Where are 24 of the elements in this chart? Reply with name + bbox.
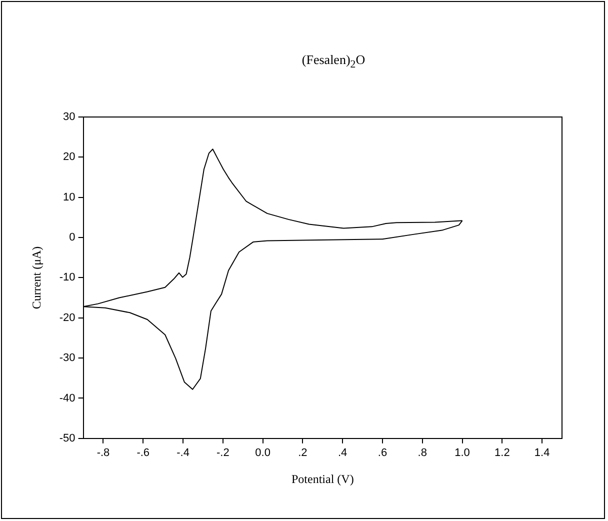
x-tick-label: -.8	[96, 447, 110, 460]
y-tick-label: -50	[59, 432, 76, 444]
y-tick-label: -10	[59, 272, 76, 284]
x-tick-label: .6	[378, 447, 388, 460]
x-tick-label: .4	[338, 447, 348, 460]
y-tick-label: -20	[59, 312, 76, 324]
y-tick-label: 30	[63, 111, 76, 124]
x-tick-label: -.2	[216, 447, 230, 460]
y-axis-title: Current (μA)	[29, 246, 44, 310]
x-tick-label: 1.0	[454, 447, 470, 460]
chart-title: (Fesalen)$_{2}$O	[300, 52, 366, 71]
x-tick-label: -.6	[136, 447, 150, 460]
y-tick-label: -40	[59, 392, 76, 404]
x-tick-label: 1.4	[534, 447, 550, 460]
x-tick-label: -.4	[176, 447, 190, 460]
x-tick-label: .2	[298, 447, 308, 460]
y-tick-label: 20	[63, 151, 76, 164]
y-tick-label: -30	[59, 352, 76, 364]
y-tick-label: 10	[63, 191, 76, 204]
y-tick-label: 0	[69, 232, 76, 244]
x-tick-label: 0.0	[255, 447, 270, 460]
x-tick-label: .8	[418, 447, 427, 460]
x-axis-title: Potential (V)	[291, 472, 354, 486]
x-tick-label: 1.2	[494, 447, 510, 460]
